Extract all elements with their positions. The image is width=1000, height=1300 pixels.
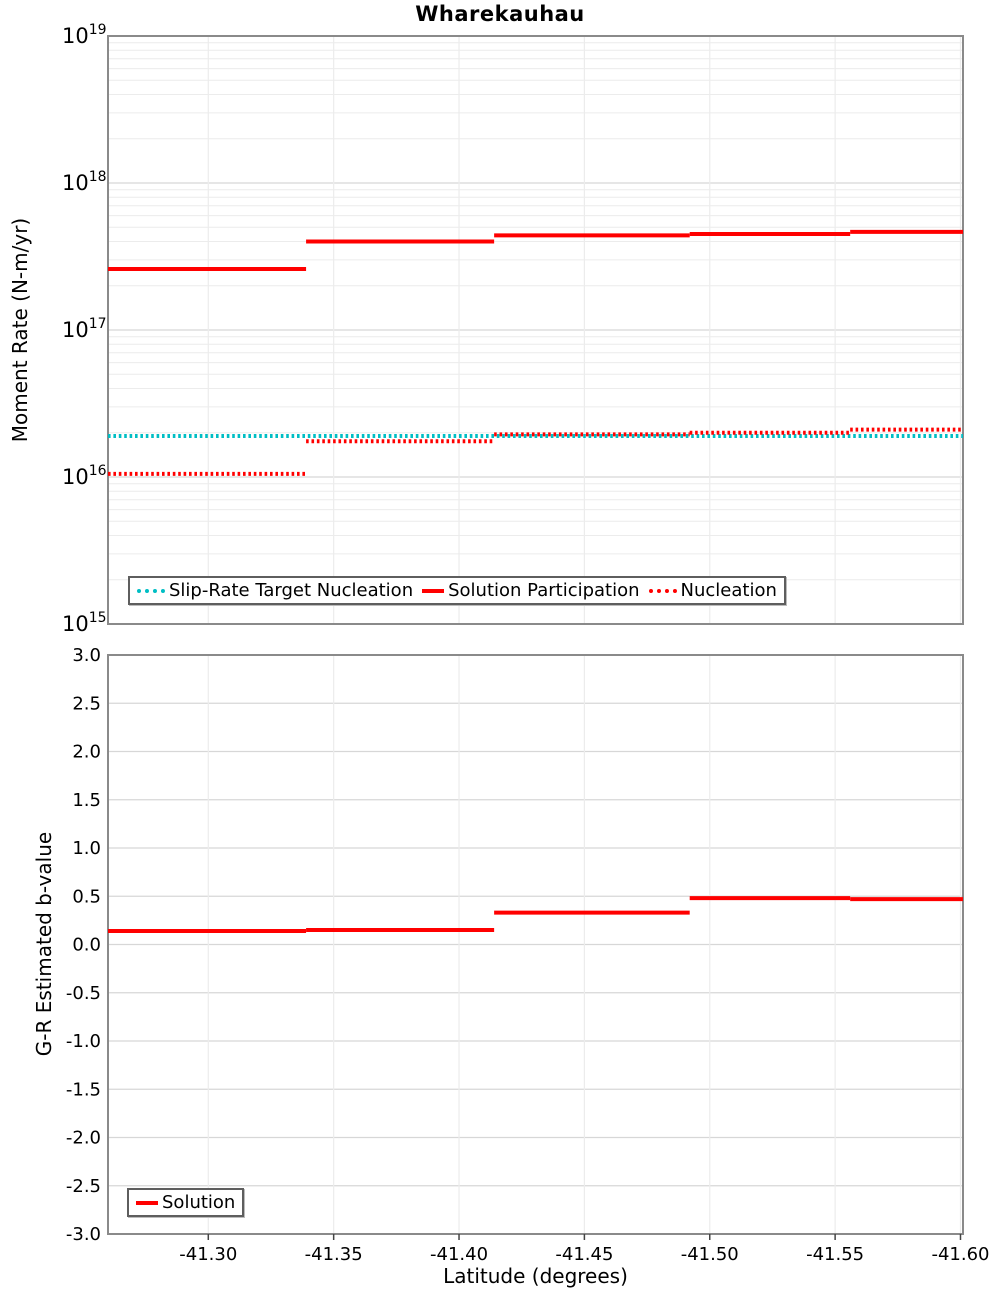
y-tick-label: 0.5 bbox=[72, 886, 101, 907]
legend-line-sample-dotted bbox=[648, 588, 677, 593]
y-tick-label: 1015 bbox=[62, 610, 107, 636]
x-tick-label: -41.55 bbox=[806, 1244, 864, 1265]
x-tick-label: -41.45 bbox=[555, 1244, 613, 1265]
legend-line-sample-dotted bbox=[137, 588, 165, 593]
latitude-axis-label: Latitude (degrees) bbox=[443, 1264, 628, 1288]
chart-panel-1: 3.0 2.5 2.0 1.5 1.0 0.5 0.0 -0.5 -1.0 -1.5 -2.0 -2.… bbox=[66, 645, 990, 1265]
plot-frame bbox=[107, 35, 964, 625]
x-tick-label: -41.50 bbox=[681, 1244, 739, 1265]
legend-item-label: Nucleation bbox=[680, 580, 777, 601]
y-tick-label: 1.0 bbox=[72, 838, 101, 859]
y-tick-label: 2.0 bbox=[72, 742, 101, 763]
x-tick-label: -41.35 bbox=[305, 1244, 363, 1265]
legend-item: Nucleation bbox=[648, 580, 777, 601]
y-tick-label: 1018 bbox=[62, 169, 107, 195]
x-tick-label: -41.60 bbox=[931, 1244, 989, 1265]
series-nucleation bbox=[108, 427, 963, 476]
y-tick-label: -1.5 bbox=[66, 1079, 101, 1100]
y-tick-label: 1016 bbox=[62, 463, 107, 489]
plot-frame bbox=[107, 654, 964, 1235]
y-tick-label: 2.5 bbox=[72, 693, 101, 714]
y-tick-label: -1.0 bbox=[66, 1031, 101, 1052]
legend-item-label: Solution bbox=[162, 1192, 236, 1213]
chart-title: Wharekauhau bbox=[415, 2, 585, 26]
y-tick-label: 1.5 bbox=[72, 790, 101, 811]
moment-rate-legend: Slip-Rate Target Nucleation Solution Part… bbox=[128, 576, 786, 605]
legend-line-sample-solid bbox=[136, 1200, 158, 1205]
legend-item: Slip-Rate Target Nucleation bbox=[137, 580, 413, 601]
y-tick-label: -2.0 bbox=[66, 1128, 101, 1149]
y-tick-label: 1019 bbox=[62, 22, 107, 48]
y-tick-label: -2.5 bbox=[66, 1176, 101, 1197]
series-solution bbox=[108, 896, 963, 933]
y-tick-label: 3.0 bbox=[72, 645, 101, 666]
x-tick-label: -41.30 bbox=[179, 1244, 237, 1265]
legend-item: Solution Participation bbox=[422, 580, 640, 601]
legend-item: Solution bbox=[136, 1192, 235, 1213]
x-tick-label: -41.40 bbox=[430, 1244, 488, 1265]
legend-line-sample-solid bbox=[422, 588, 445, 593]
legend-item-label: Slip-Rate Target Nucleation bbox=[169, 580, 414, 601]
series-solution-participation bbox=[108, 229, 963, 271]
y-tick-label: 1017 bbox=[62, 316, 107, 342]
y-tick-label: -0.5 bbox=[66, 983, 101, 1004]
y-tick-label: 0.0 bbox=[72, 935, 101, 956]
chart-panel-0: 1019 1018 1017 1016 1015 bbox=[62, 22, 964, 636]
y-tick-label: -3.0 bbox=[66, 1224, 101, 1245]
legend-item-label: Solution Participation bbox=[448, 580, 640, 601]
b-value-legend: Solution bbox=[127, 1188, 245, 1217]
